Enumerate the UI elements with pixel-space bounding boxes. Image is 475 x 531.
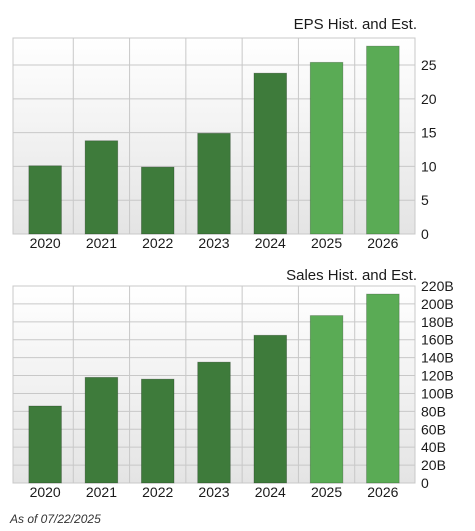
eps-ytick-label: 20 [421,91,437,107]
eps-bar-2023 [197,132,231,235]
eps-bar-2020 [28,165,62,235]
eps-xtick-label: 2024 [255,235,286,251]
eps-bar-2022 [140,166,175,235]
sales-ytick-label: 80B [421,403,446,419]
eps-ytick-label: 5 [421,192,429,208]
sales-bar-2026 [366,293,400,484]
sales-xtick-label: 2023 [198,484,229,500]
sales-bar-2024 [253,334,288,484]
sales-ytick-label: 220B [421,278,454,294]
eps-ytick-label: 15 [421,125,437,141]
sales-ytick-label: 180B [421,314,454,330]
eps-ytick-label: 0 [421,226,429,242]
eps-ytick-label: 25 [421,57,437,73]
sales-xtick-label: 2024 [255,484,286,500]
eps-xtick-label: 2023 [198,235,229,251]
sales-ytick-label: 40B [421,439,446,455]
eps-ytick-label: 10 [421,158,437,174]
sales-ytick-label: 200B [421,296,454,312]
sales-xtick-label: 2021 [86,484,117,500]
sales-xtick-label: 2022 [142,484,173,500]
sales-ytick-label: 60B [421,421,446,437]
sales-ytick-label: 20B [421,457,446,473]
sales-chart-title: Sales Hist. and Est. [286,267,417,284]
sales-ytick-label: 120B [421,368,454,384]
eps-bar-2026 [366,45,400,235]
sales-ytick-label: 0 [421,475,429,491]
sales-ytick-label: 100B [421,385,454,401]
sales-xtick-label: 2026 [367,484,398,500]
sales-bar-2020 [28,405,62,484]
eps-bar-2025 [309,61,344,235]
eps-bar-2024 [253,72,288,235]
eps-xtick-label: 2021 [86,235,117,251]
eps-xtick-label: 2025 [311,235,342,251]
sales-xtick-label: 2025 [311,484,342,500]
as-of-date: As of 07/22/2025 [10,512,101,526]
sales-ytick-label: 160B [421,332,454,348]
sales-ytick-label: 140B [421,350,454,366]
eps-bar-2021 [84,140,119,235]
sales-xtick-label: 2020 [30,484,61,500]
eps-xtick-label: 2022 [142,235,173,251]
sales-bar-2022 [140,378,175,484]
sales-bar-2021 [84,376,119,484]
eps-chart-title: EPS Hist. and Est. [294,16,417,33]
sales-bar-2025 [309,315,344,484]
eps-xtick-label: 2020 [30,235,61,251]
sales-bar-2023 [197,361,231,484]
sales-chart: Sales Hist. and Est. 0 20B 40B 60B 80B 100B12… [12,267,454,500]
eps-xtick-label: 2026 [367,235,398,251]
